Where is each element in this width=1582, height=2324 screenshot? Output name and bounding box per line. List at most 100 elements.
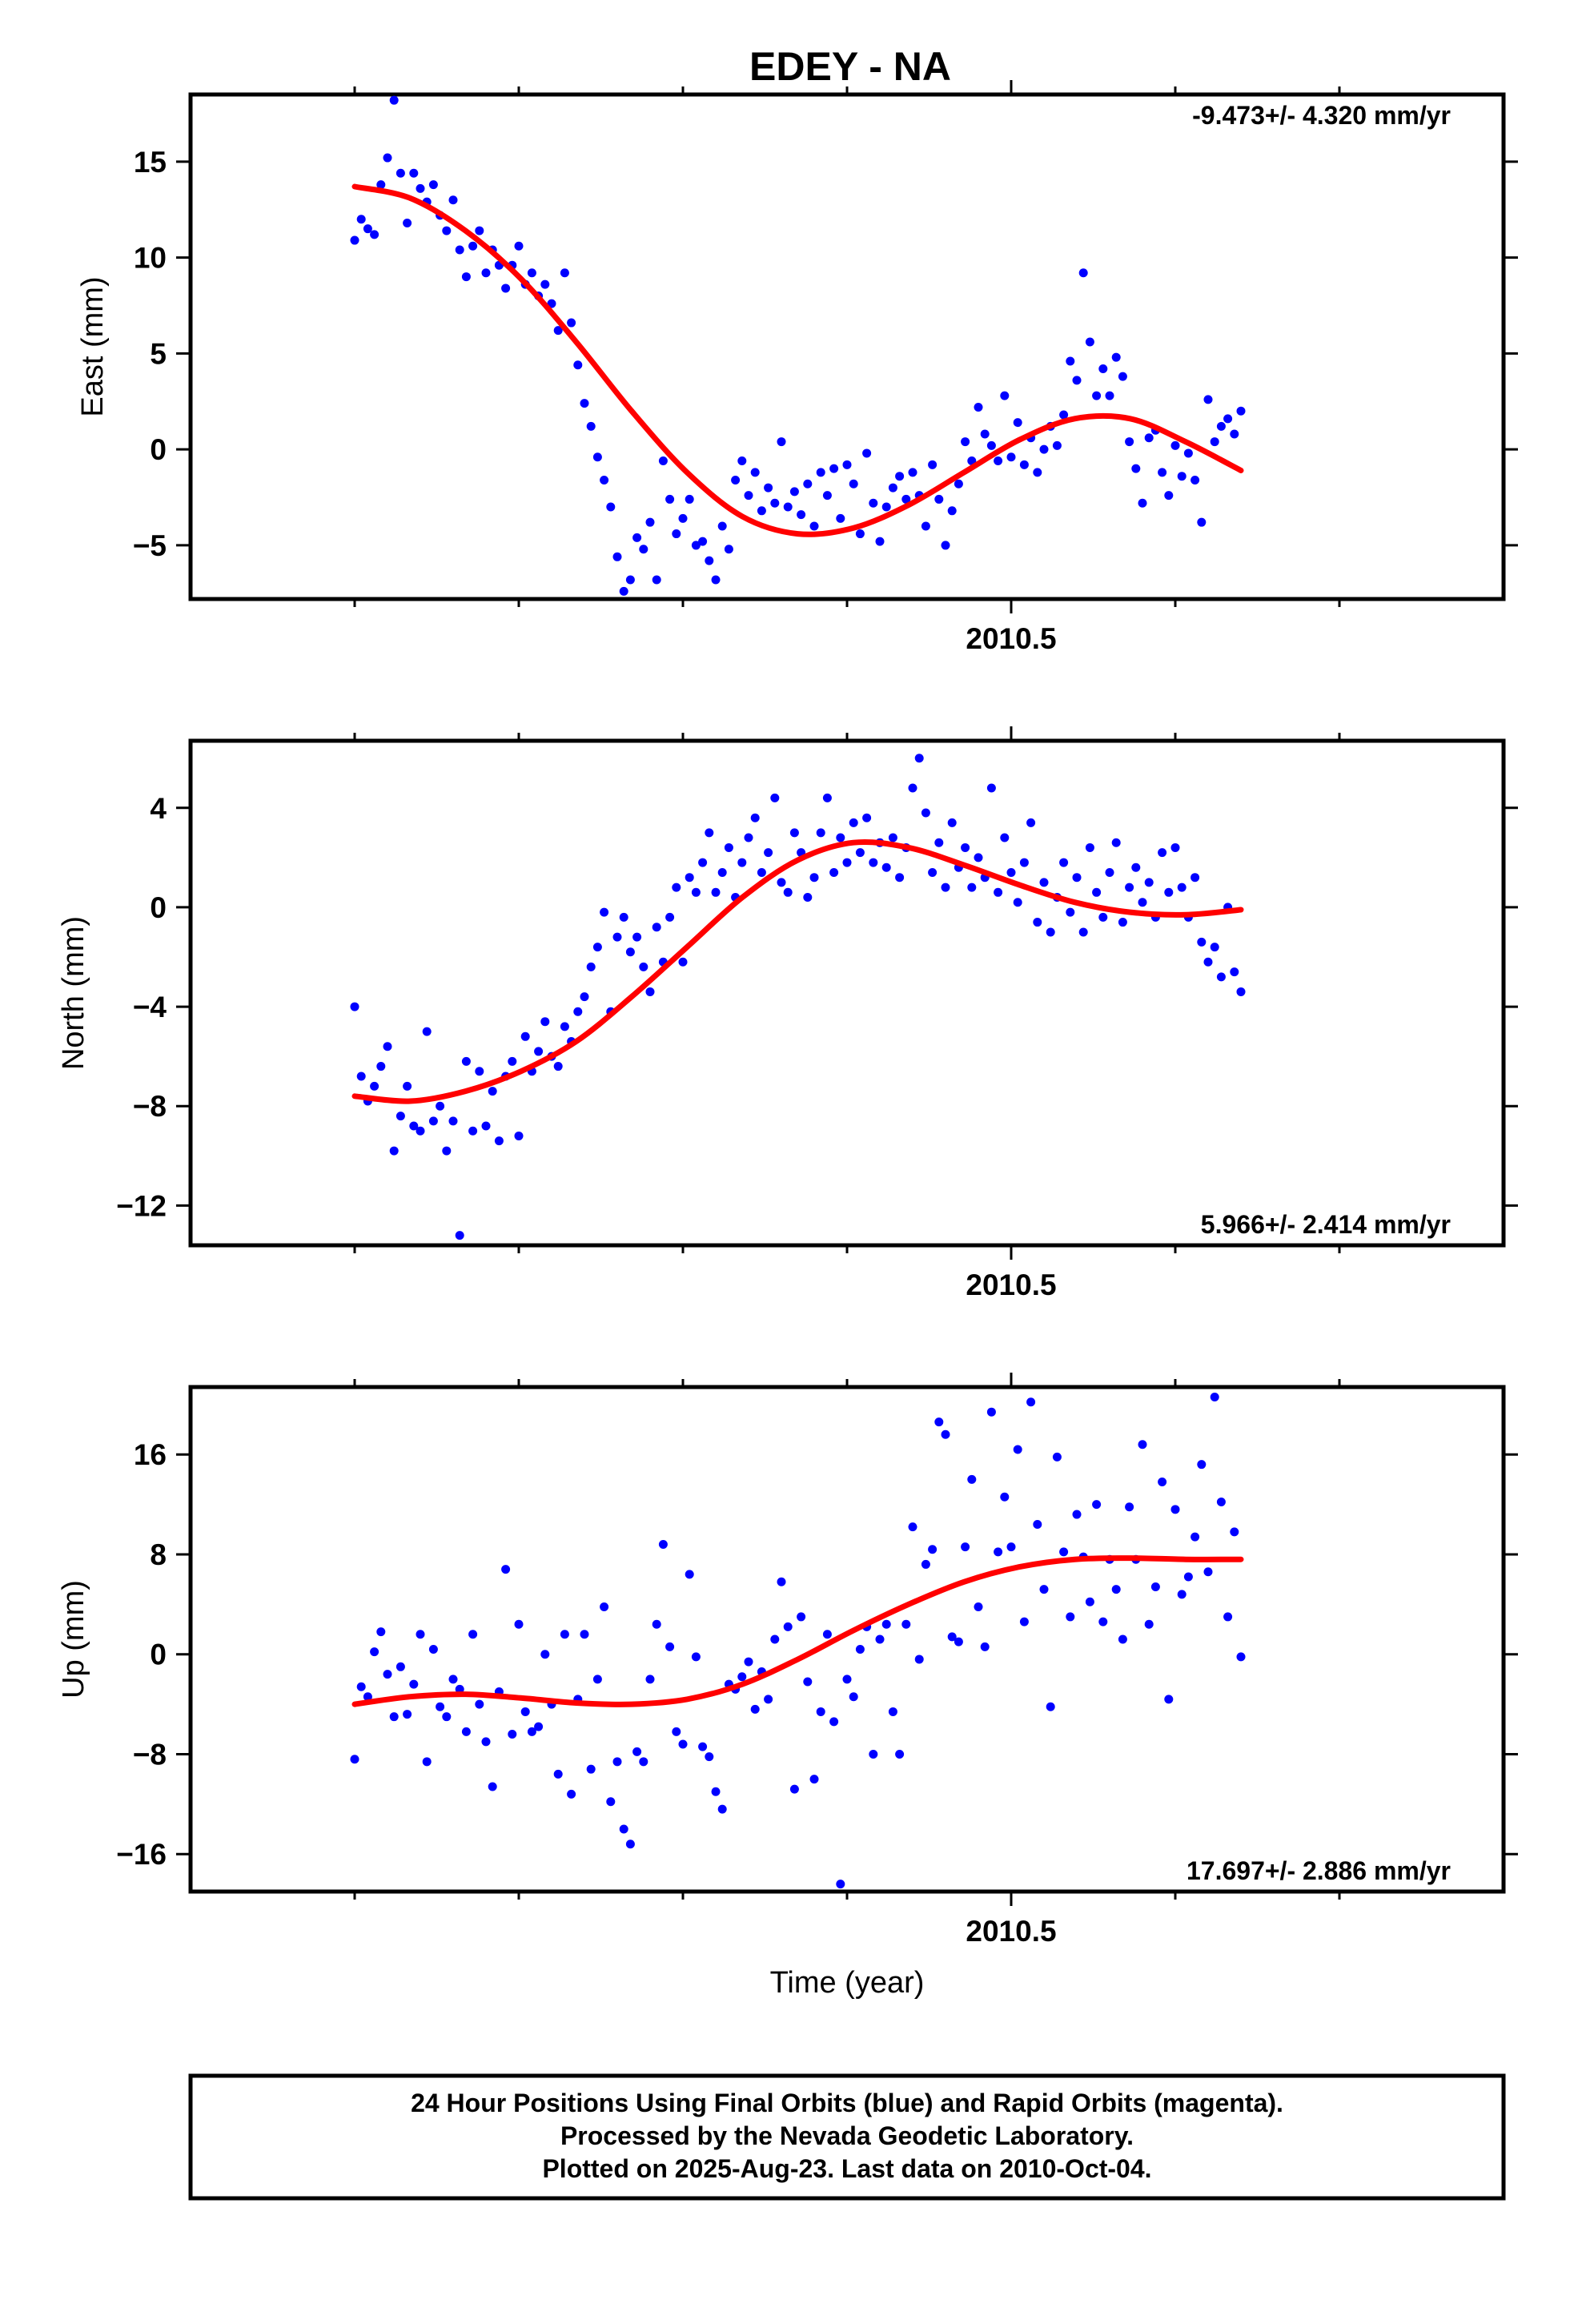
up-marks: 2010.5 16 8 0 −8 −16 [116,1373,1518,1948]
east-data-point [475,226,484,235]
north-data-point [829,867,839,877]
up-data-point [461,1727,471,1736]
east-data-point [980,429,990,439]
east-data-point [389,95,399,105]
up-data-point [967,1474,977,1484]
east-data-point [632,533,642,542]
east-data-point [455,245,464,255]
east-data-point [567,318,576,328]
up-data-point [1236,1652,1246,1662]
north-data-point [396,1112,405,1121]
up-data-point [592,1675,602,1684]
up-data-point [1183,1572,1193,1582]
north-data-point [436,1101,445,1111]
up-data-point [744,1657,753,1667]
north-data-point [777,878,786,887]
up-data-point [822,1630,832,1639]
north-data-point [803,893,813,903]
east-data-point [1210,437,1219,447]
up-data-point [534,1722,544,1731]
up-data-point [389,1712,399,1722]
chart-title: EDEY - NA [749,44,951,89]
north-data-point [1006,867,1016,877]
east-data-point [1111,352,1121,362]
up-data-point [356,1682,366,1691]
east-data-point [396,168,405,178]
up-data-point [921,1559,930,1569]
north-data-point [672,883,681,892]
east-data-point [1013,418,1022,428]
up-data-point [1164,1695,1174,1704]
north-data-point [1144,878,1154,887]
east-data-point [737,456,747,466]
north-marks: 2010.5 4 0 −4 −8 −12 [116,726,1518,1301]
east-data-point [1144,433,1154,443]
east-y-axis-label: East (mm) [76,276,110,416]
north-data-point [881,862,891,872]
up-data-point [1203,1567,1213,1577]
east-data-point [1170,440,1180,450]
east-data-point [1230,429,1239,439]
east-data-point [1000,391,1010,400]
caption-line-2: Processed by the Nevada Geodetic Laborat… [560,2121,1134,2150]
up-data-point [947,1632,957,1642]
north-data-point [737,858,747,867]
up-data-point [678,1739,688,1749]
east-data-point [691,541,701,550]
east-data-point [409,168,419,178]
up-data-point [789,1784,799,1794]
up-data-point [1138,1440,1147,1449]
up-data-point [869,1749,878,1759]
east-data-point [954,479,963,489]
north-y-tick-label: −8 [133,1090,167,1123]
up-data-point [1158,1478,1167,1487]
north-data-point [783,887,793,897]
north-data-point [422,1027,432,1036]
up-data-point [777,1577,786,1586]
north-data-point [809,873,819,883]
north-data-point [967,883,977,892]
north-data-point [1046,927,1055,937]
north-y-tick-label: −4 [133,991,167,1023]
east-data-point [750,468,760,477]
east-data-point [809,521,819,531]
north-panel: 2010.5 4 0 −4 −8 −12 North (mm) 5.966+/- 2.41… [57,726,1518,1301]
up-data-point [481,1737,491,1747]
up-data-point [436,1702,445,1711]
east-data-point [553,326,563,336]
north-data-point [994,887,1003,897]
east-data-point [961,437,970,447]
east-data-point [639,545,648,554]
north-data-point [764,848,773,858]
up-data-point [986,1407,996,1417]
up-data-point [600,1602,609,1611]
north-data-point [705,828,714,838]
up-data-point [606,1797,616,1807]
up-y-tick-label: −16 [116,1838,167,1871]
east-data-point [947,506,957,516]
north-data-point [376,1062,386,1072]
up-panel: 2010.5 16 8 0 −8 −16 Up (mm) 17.697+/- 2.886 … [57,1373,1518,1948]
east-marks: 2010.5 15 10 5 0 −5 [133,80,1518,655]
up-data-point [370,1647,379,1657]
north-data-point [1138,898,1147,907]
north-data-point [619,912,628,922]
east-data-point [652,575,661,585]
up-data-point [1092,1500,1102,1510]
up-y-tick-label: −8 [133,1738,167,1771]
up-data-point [717,1804,727,1814]
north-data-point [822,793,832,802]
east-data-point [1203,395,1213,404]
north-data-point [1230,967,1239,977]
east-data-point [678,513,688,523]
north-data-point [1118,918,1127,927]
north-data-point [1033,918,1042,927]
up-data-point [553,1769,563,1779]
up-data-point [1033,1520,1042,1530]
north-data-point [1210,943,1219,952]
up-data-point [1216,1497,1226,1506]
east-data-point [527,268,536,278]
north-data-point [612,932,622,942]
north-data-point [442,1146,452,1156]
north-data-point [1216,972,1226,982]
